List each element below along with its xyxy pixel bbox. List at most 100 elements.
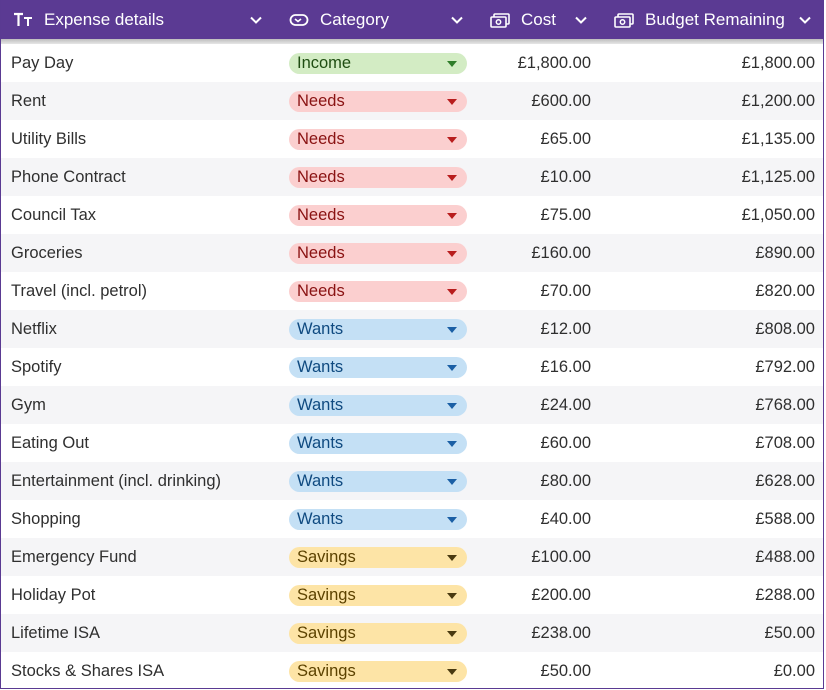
cost-cell[interactable]: £100.00: [531, 548, 591, 566]
caret-down-icon[interactable]: [447, 213, 457, 219]
table-row[interactable]: Stocks & Shares ISA Savings £50.00 £0.00: [1, 652, 823, 688]
caret-down-icon[interactable]: [447, 403, 457, 409]
chevron-down-icon[interactable]: [573, 12, 589, 28]
cost-cell[interactable]: £238.00: [531, 624, 591, 642]
cost-cell[interactable]: £60.00: [540, 434, 591, 452]
caret-down-icon[interactable]: [447, 289, 457, 295]
expense-name-cell[interactable]: Pay Day: [11, 54, 74, 72]
cost-cell[interactable]: £10.00: [540, 168, 591, 186]
expense-name-cell[interactable]: Holiday Pot: [11, 586, 96, 604]
expense-name-cell[interactable]: Spotify: [11, 358, 62, 376]
chevron-down-icon[interactable]: [248, 12, 264, 28]
expense-name-cell[interactable]: Entertainment (incl. drinking): [11, 472, 222, 490]
table-row[interactable]: Spotify Wants £16.00 £792.00: [1, 348, 823, 386]
cost-cell[interactable]: £12.00: [540, 320, 591, 338]
table-row[interactable]: Shopping Wants £40.00 £588.00: [1, 500, 823, 538]
caret-down-icon[interactable]: [447, 441, 457, 447]
table-row[interactable]: Emergency Fund Savings £100.00 £488.00: [1, 538, 823, 576]
table-row[interactable]: Travel (incl. petrol) Needs £70.00 £820.00: [1, 272, 823, 310]
chevron-down-icon[interactable]: [797, 12, 813, 28]
expense-name-cell[interactable]: Eating Out: [11, 434, 89, 452]
table-row[interactable]: Pay Day Income £1,800.00 £1,800.00: [1, 44, 823, 82]
expense-name-cell[interactable]: Stocks & Shares ISA: [11, 662, 165, 680]
category-select[interactable]: Savings: [289, 585, 467, 606]
budget-remaining-cell: £1,135.00: [741, 130, 815, 148]
caret-down-icon[interactable]: [447, 175, 457, 181]
caret-down-icon[interactable]: [447, 137, 457, 143]
category-select[interactable]: Wants: [289, 395, 467, 416]
expense-name-cell[interactable]: Utility Bills: [11, 130, 87, 148]
caret-down-icon[interactable]: [447, 99, 457, 105]
caret-down-icon[interactable]: [447, 251, 457, 257]
expense-name-cell[interactable]: Shopping: [11, 510, 81, 528]
table-row[interactable]: Eating Out Wants £60.00 £708.00: [1, 424, 823, 462]
cost-cell[interactable]: £200.00: [531, 586, 591, 604]
category-select[interactable]: Wants: [289, 319, 467, 340]
caret-down-icon[interactable]: [447, 61, 457, 67]
category-select[interactable]: Wants: [289, 357, 467, 378]
expense-name-cell[interactable]: Rent: [11, 92, 46, 110]
budget-remaining-cell: £768.00: [755, 396, 815, 414]
caret-down-icon[interactable]: [447, 365, 457, 371]
caret-down-icon[interactable]: [447, 593, 457, 599]
table-row[interactable]: Rent Needs £600.00 £1,200.00: [1, 82, 823, 120]
table-row[interactable]: Phone Contract Needs £10.00 £1,125.00: [1, 158, 823, 196]
cost-cell[interactable]: £160.00: [531, 244, 591, 262]
table-row[interactable]: Entertainment (incl. drinking) Wants £80.0…: [1, 462, 823, 500]
category-select[interactable]: Savings: [289, 547, 467, 568]
cost-cell[interactable]: £16.00: [540, 358, 591, 376]
expense-name-cell[interactable]: Lifetime ISA: [11, 624, 100, 642]
expense-name-cell[interactable]: Phone Contract: [11, 168, 126, 186]
cost-cell[interactable]: £65.00: [540, 130, 591, 148]
category-select[interactable]: Needs: [289, 167, 467, 188]
category-select[interactable]: Savings: [289, 661, 467, 682]
column-header-expense-details[interactable]: Expense details: [12, 0, 264, 39]
caret-down-icon[interactable]: [447, 631, 457, 637]
chevron-down-icon[interactable]: [449, 12, 465, 28]
category-select[interactable]: Wants: [289, 433, 467, 454]
column-header-cost[interactable]: Cost: [489, 0, 589, 39]
expense-name-cell[interactable]: Travel (incl. petrol): [11, 282, 148, 300]
table-row[interactable]: Lifetime ISA Savings £238.00 £50.00: [1, 614, 823, 652]
cost-cell[interactable]: £600.00: [531, 92, 591, 110]
table-row[interactable]: Utility Bills Needs £65.00 £1,135.00: [1, 120, 823, 158]
expense-name-cell[interactable]: Groceries: [11, 244, 83, 262]
column-header-category[interactable]: Category: [288, 0, 465, 39]
expense-name-cell[interactable]: Netflix: [11, 320, 57, 338]
cost-cell[interactable]: £40.00: [540, 510, 591, 528]
category-select[interactable]: Needs: [289, 129, 467, 150]
cost-cell[interactable]: £75.00: [540, 206, 591, 224]
category-select[interactable]: Needs: [289, 281, 467, 302]
expense-name-cell[interactable]: Gym: [11, 396, 46, 414]
category-select[interactable]: Savings: [289, 623, 467, 644]
category-label: Wants: [297, 320, 344, 338]
cost-cell[interactable]: £24.00: [540, 396, 591, 414]
category-select[interactable]: Income: [289, 53, 467, 74]
category-label: Needs: [297, 92, 345, 110]
caret-down-icon[interactable]: [447, 555, 457, 561]
category-label: Needs: [297, 168, 345, 186]
category-select[interactable]: Wants: [289, 471, 467, 492]
expense-name-cell[interactable]: Emergency Fund: [11, 548, 137, 566]
category-select[interactable]: Needs: [289, 205, 467, 226]
category-select[interactable]: Needs: [289, 91, 467, 112]
select-pill-icon: [288, 9, 310, 31]
column-header-budget-remaining[interactable]: Budget Remaining: [613, 0, 813, 39]
expense-name-cell[interactable]: Council Tax: [11, 206, 96, 224]
caret-down-icon[interactable]: [447, 669, 457, 675]
cost-cell[interactable]: £80.00: [540, 472, 591, 490]
table-row[interactable]: Gym Wants £24.00 £768.00: [1, 386, 823, 424]
caret-down-icon[interactable]: [447, 517, 457, 523]
table-row[interactable]: Council Tax Needs £75.00 £1,050.00: [1, 196, 823, 234]
category-select[interactable]: Needs: [289, 243, 467, 264]
caret-down-icon[interactable]: [447, 327, 457, 333]
cost-cell[interactable]: £1,800.00: [517, 54, 591, 72]
table-row[interactable]: Groceries Needs £160.00 £890.00: [1, 234, 823, 272]
category-label: Savings: [297, 586, 356, 604]
cost-cell[interactable]: £70.00: [540, 282, 591, 300]
category-select[interactable]: Wants: [289, 509, 467, 530]
caret-down-icon[interactable]: [447, 479, 457, 485]
table-row[interactable]: Netflix Wants £12.00 £808.00: [1, 310, 823, 348]
cost-cell[interactable]: £50.00: [540, 662, 591, 680]
table-row[interactable]: Holiday Pot Savings £200.00 £288.00: [1, 576, 823, 614]
